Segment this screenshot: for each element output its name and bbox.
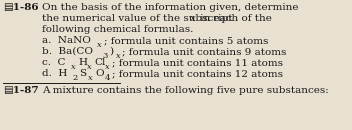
Text: x: x xyxy=(88,74,93,82)
Text: x: x xyxy=(87,63,92,71)
Text: 3: 3 xyxy=(102,52,107,60)
Text: x: x xyxy=(71,63,76,71)
Text: 2: 2 xyxy=(72,74,77,82)
Text: ): ) xyxy=(109,47,113,56)
Text: a.  NaNO: a. NaNO xyxy=(42,36,91,45)
Text: ; formula unit contains 5 atoms: ; formula unit contains 5 atoms xyxy=(104,36,268,45)
Text: x: x xyxy=(116,52,121,60)
Text: c.  C: c. C xyxy=(42,58,65,67)
Text: S: S xyxy=(79,69,86,78)
Text: b.  Ba(CO: b. Ba(CO xyxy=(42,47,93,56)
Text: H: H xyxy=(78,58,87,67)
Text: d.  H: d. H xyxy=(42,69,67,78)
Text: A mixture contains the following five pure substances:: A mixture contains the following five pu… xyxy=(42,86,329,95)
Text: following chemical formulas.: following chemical formulas. xyxy=(42,25,193,34)
Text: in each of the: in each of the xyxy=(197,14,272,23)
Text: ▤1-86: ▤1-86 xyxy=(3,3,39,12)
Text: ; formula unit contains 12 atoms: ; formula unit contains 12 atoms xyxy=(112,69,283,78)
Text: x: x xyxy=(190,14,196,23)
Text: x: x xyxy=(97,41,102,49)
Text: ; formula unit contains 9 atoms: ; formula unit contains 9 atoms xyxy=(122,47,287,56)
Text: x: x xyxy=(105,63,110,71)
Text: ▤1-87: ▤1-87 xyxy=(3,86,39,95)
Text: Cl: Cl xyxy=(94,58,105,67)
Text: ; formula unit contains 11 atoms: ; formula unit contains 11 atoms xyxy=(112,58,283,67)
Text: O: O xyxy=(95,69,103,78)
Text: On the basis of the information given, determine: On the basis of the information given, d… xyxy=(42,3,298,12)
Text: 4: 4 xyxy=(105,74,111,82)
Text: the numerical value of the subscript: the numerical value of the subscript xyxy=(42,14,236,23)
